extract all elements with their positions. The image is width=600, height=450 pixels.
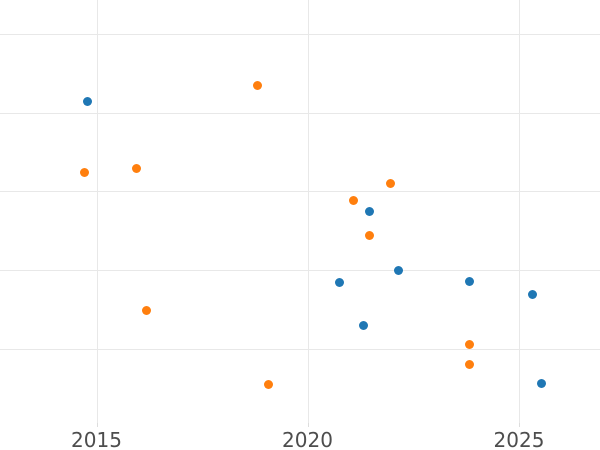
x-tick-label: 2015 <box>71 428 122 450</box>
x-tick-label: 2020 <box>282 428 333 450</box>
scatter-point-orange <box>364 230 374 240</box>
scatter-point-orange <box>464 339 474 349</box>
x-gridline <box>519 0 520 423</box>
x-tick-mark <box>96 423 98 427</box>
y-gridline <box>0 191 600 193</box>
scatter-point-orange <box>141 305 151 315</box>
scatter-point-blue <box>464 276 474 286</box>
scatter-point-blue <box>334 277 344 287</box>
x-tick-mark <box>519 423 520 427</box>
scatter-point-orange <box>263 379 273 389</box>
scatter-point-blue <box>82 96 92 106</box>
scatter-point-blue <box>364 206 374 216</box>
scatter-point-orange <box>252 80 262 90</box>
x-gridline <box>307 0 309 423</box>
y-gridline <box>0 270 600 271</box>
x-tick-mark <box>307 423 309 427</box>
scatter-point-orange <box>79 167 89 177</box>
y-gridline <box>0 348 600 350</box>
scatter-point-blue <box>358 320 368 330</box>
scatter-point-orange <box>348 195 358 205</box>
y-gridline <box>0 112 600 114</box>
scatter-point-blue <box>393 265 403 275</box>
scatter-point-orange <box>464 359 474 369</box>
scatter-point-orange <box>385 178 395 188</box>
x-gridline <box>96 0 98 423</box>
scatter-point-orange <box>131 163 141 173</box>
x-tick-label: 2025 <box>493 428 545 450</box>
y-gridline <box>0 34 600 35</box>
scatter-point-blue <box>536 378 546 388</box>
scatter-point-blue <box>527 289 537 299</box>
